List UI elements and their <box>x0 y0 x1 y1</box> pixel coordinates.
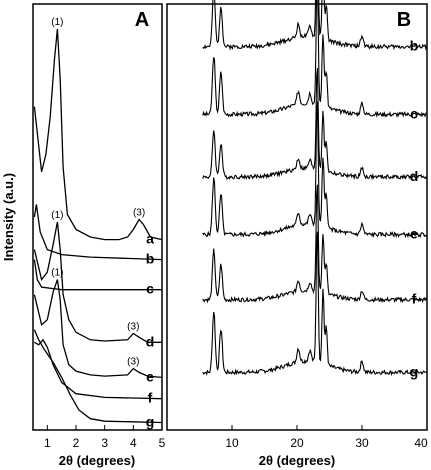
panel-a-frame <box>32 3 163 431</box>
panel-b-series-label: d <box>410 168 419 184</box>
panel-a-curve-c <box>33 259 162 291</box>
panel-a-series-label: f <box>148 390 153 406</box>
panel-a-peak-annotation: (3) <box>127 322 139 333</box>
panel-a-series-label: a <box>146 231 154 247</box>
panel-a-peak-annotation: (3) <box>133 208 145 219</box>
panel-b-curve-f <box>202 184 428 304</box>
panel-a-curve-a <box>33 29 163 241</box>
panel-b-curve-d <box>202 67 428 181</box>
panel-a-peak-annotation: (1) <box>51 210 63 221</box>
panel-b-series-label: c <box>410 105 418 121</box>
panel-a-x-axis-label: 2θ (degrees) <box>59 453 135 468</box>
panel-a-peak-annotation: (1) <box>51 268 63 279</box>
panel-a-series-label: d <box>146 333 155 349</box>
panel-a-curves <box>33 29 163 424</box>
panel-b-tick-label: 40 <box>414 436 428 450</box>
panel-a-series-label: b <box>146 251 155 267</box>
panel-b-curve-c <box>202 0 427 118</box>
panel-b-x-ticks: 10 20 30 40 <box>225 425 428 450</box>
panel-a-curve-e <box>33 279 163 379</box>
panel-b-curves <box>202 0 428 377</box>
panel-a-peak-annotation: (3) <box>127 357 139 368</box>
panel-b-tick-label: 10 <box>225 436 239 450</box>
panel-b-series-label: e <box>410 226 418 242</box>
panel-b-x-axis-label: 2θ (degrees) <box>259 453 335 468</box>
panel-a-tick-label: 1 <box>44 436 51 450</box>
panel-a-curve-g <box>33 329 163 424</box>
panel-a-tick-label: 2 <box>73 436 80 450</box>
panel-a-peak-annotation: (1) <box>51 17 63 28</box>
panel-a-curve-b <box>33 204 163 261</box>
panel-b-tick-label: 20 <box>290 436 304 450</box>
panel-a-label: A <box>135 9 149 31</box>
panel-a-series-label: c <box>146 281 154 297</box>
panel-b-series-label: g <box>410 363 419 379</box>
panel-a-series-labels: abc d efg <box>146 231 155 430</box>
panel-a-x-ticks: 1 2 3 4 5 <box>44 425 166 450</box>
panel-b-curve-e <box>202 101 427 239</box>
panel-a-tick-label: 4 <box>130 436 137 450</box>
panel-b-tick-label: 30 <box>355 436 369 450</box>
panel-a-series-label: e <box>146 368 154 384</box>
panel-b-label: B <box>397 9 411 31</box>
panel-a-curve-d <box>33 221 162 343</box>
panel-b-curve-b <box>202 0 428 51</box>
panel-a-tick-label: 3 <box>101 436 108 450</box>
panel-a-annotations: (1) (3) (1) (3) (1) (3) <box>51 17 145 368</box>
panel-b-series-label: b <box>410 38 419 54</box>
panel-b-curve-g <box>202 231 427 377</box>
panel-a-series-label: g <box>146 414 155 430</box>
panel-b-series-label: f <box>412 291 417 307</box>
y-axis-label: Intensity (a.u.) <box>1 173 16 261</box>
panel-a-tick-label: 5 <box>159 436 166 450</box>
panel-a-curve-f <box>34 338 163 400</box>
